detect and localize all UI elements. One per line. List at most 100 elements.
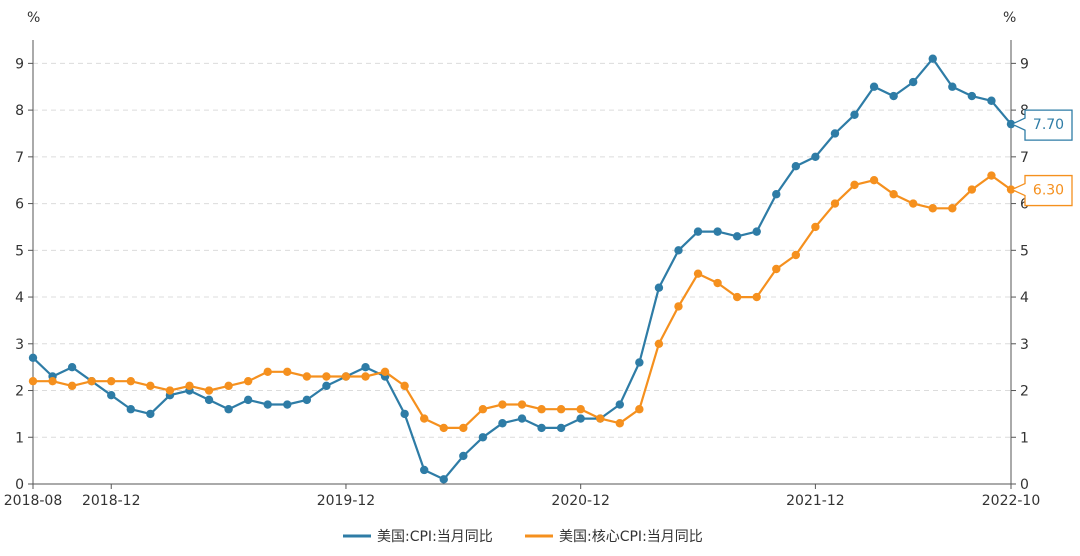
y-tick-label-left: 0: [15, 477, 24, 493]
left-y-tick-labels: 0 1 2 3 4 5 6 7 8 9: [15, 56, 24, 493]
series-2-point: [713, 278, 722, 288]
series-1-point: [635, 358, 644, 367]
series-2-point: [889, 190, 898, 199]
y-tick-label-left: 6: [15, 197, 24, 213]
y-tick-label-left: 4: [15, 290, 24, 306]
series-1-point: [263, 400, 272, 409]
series-layer: [28, 54, 1016, 484]
series-2-point: [107, 376, 116, 386]
callout-label-1: 7.70: [1033, 117, 1064, 133]
series-1-point: [556, 423, 566, 433]
series-2-point: [478, 405, 488, 414]
series-1-point: [752, 227, 761, 236]
series-1-point: [948, 82, 957, 91]
y-tick-label-left: 1: [15, 430, 24, 446]
series-2-point: [283, 367, 292, 377]
series-1-point: [517, 414, 527, 423]
series-1-point: [889, 91, 898, 101]
series-2-point: [204, 386, 214, 395]
x-tick-label: 2021-12: [786, 493, 845, 509]
series-2-point: [615, 419, 624, 428]
series-1-point: [850, 110, 859, 119]
x-tick-label: 2019-12: [317, 493, 376, 509]
series-1-point: [537, 423, 546, 433]
series-1-point: [243, 395, 253, 405]
series-2-point: [87, 376, 96, 386]
series-2-point: [537, 405, 546, 414]
x-tick-label: 2018-08: [4, 493, 63, 509]
series-2-point: [556, 405, 566, 414]
legend[interactable]: 美国:CPI:当月同比 美国:核心CPI:当月同比: [343, 529, 703, 545]
series-1-point: [498, 419, 507, 428]
series-1-point: [654, 283, 664, 292]
left-axis-unit: %: [27, 10, 40, 26]
y-tick-label-left: 2: [15, 384, 24, 400]
series-1-point: [439, 475, 448, 484]
callout-box-1: [1010, 109, 1073, 141]
series-1-point: [967, 91, 977, 101]
series-1-point: [693, 227, 703, 236]
x-tick-labels: 2018-08 2018-12 2019-12 2020-12 2021-12 2022-…: [4, 493, 1041, 509]
series-1-point: [713, 227, 722, 236]
series-2-point: [791, 250, 801, 260]
series-1-point: [772, 190, 781, 199]
legend-item-1[interactable]: 美国:CPI:当月同比: [343, 529, 493, 545]
series-1-point: [204, 395, 214, 405]
series-1-point: [224, 405, 233, 414]
series-1-point: [126, 405, 135, 414]
series-2-point: [126, 376, 135, 386]
legend-item-2[interactable]: 美国:核心CPI:当月同比: [525, 529, 703, 545]
series-2-point: [498, 400, 507, 409]
series-2-point: [48, 376, 57, 386]
series-1-point: [146, 409, 155, 419]
series-2-point: [654, 339, 664, 348]
series-2-point: [811, 222, 820, 232]
series-2-point: [635, 405, 644, 414]
series-2-point: [28, 376, 38, 386]
y-tick-label-right: 4: [1020, 290, 1029, 306]
x-tick-label: 2018-12: [82, 493, 141, 509]
series-2-point: [439, 423, 448, 433]
series-1-point: [322, 381, 331, 391]
y-tick-label-right: 5: [1020, 243, 1029, 259]
last-value-callouts: 7.70 6.30: [1010, 109, 1073, 207]
series-2-point: [302, 372, 312, 381]
legend-label: 美国:核心CPI:当月同比: [559, 529, 703, 545]
series-2-point: [693, 269, 703, 278]
y-tick-label-left: 9: [15, 56, 24, 72]
series-2-point: [948, 204, 957, 213]
callout-box-2: [1010, 174, 1073, 207]
series-1-point: [459, 451, 468, 461]
series-2-point: [185, 381, 194, 391]
series-1-point: [909, 77, 918, 87]
series-1-point: [830, 129, 840, 138]
series-1-point: [811, 152, 820, 162]
series-2-point: [341, 372, 351, 381]
series-2-point: [596, 414, 605, 423]
series-1-point: [674, 246, 683, 255]
x-tick-label: 2020-12: [551, 493, 610, 509]
series-1-point: [576, 414, 585, 423]
series-1-point: [28, 353, 38, 363]
series-1-point: [478, 433, 488, 442]
series-2-point: [928, 204, 937, 213]
callout-label-2: 6.30: [1033, 183, 1064, 199]
y-tick-label-left: 7: [15, 150, 24, 166]
y-tick-label-right: 9: [1020, 56, 1029, 72]
series-1-point: [987, 96, 996, 105]
series-2-point: [400, 381, 409, 391]
y-tick-label-right: 7: [1020, 150, 1029, 166]
series-1-point: [107, 391, 116, 400]
series-1-point: [400, 409, 409, 419]
y-tick-label-right: 0: [1020, 477, 1029, 493]
series-2-point: [909, 199, 918, 208]
series-2-point: [165, 386, 175, 395]
series-1-point: [732, 232, 742, 241]
series-2-point: [869, 176, 879, 185]
legend-label: 美国:CPI:当月同比: [377, 529, 493, 545]
series-2-point: [830, 199, 840, 208]
series-2-point: [459, 423, 468, 433]
series-2-point: [732, 292, 742, 302]
y-tick-label-right: 1: [1020, 430, 1029, 446]
